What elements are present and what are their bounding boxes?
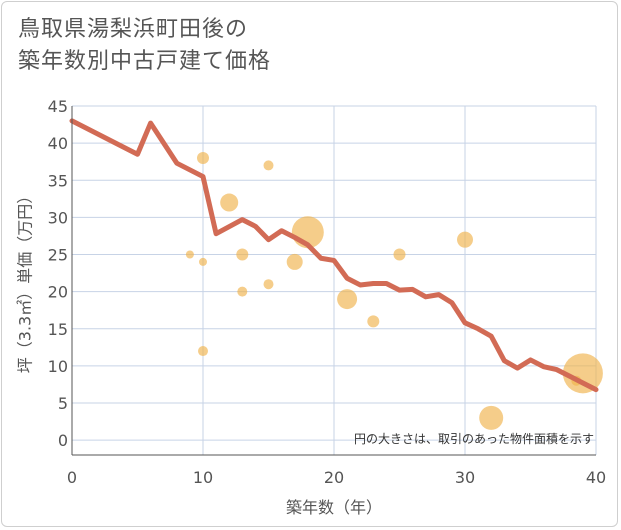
chart-title: 鳥取県湯梨浜町田後の 築年数別中古戸建て価格: [18, 14, 271, 78]
y-tick-label-35: 35: [48, 171, 68, 190]
x-tick-label-0: 0: [67, 468, 77, 487]
y-tick-label-5: 5: [58, 394, 68, 413]
y-tick-label-20: 20: [48, 283, 68, 302]
bubble-8: [263, 279, 274, 290]
bubble-14: [457, 231, 473, 248]
bubble-size-note: 円の大きさは、取引のあった物件面積を示す: [354, 431, 594, 446]
bubble-1: [197, 151, 209, 164]
x-tick-label-30: 30: [455, 468, 475, 487]
y-tick-label-10: 10: [48, 357, 68, 376]
trend-line: [69, 118, 599, 393]
bubble-12: [367, 315, 380, 328]
y-tick-label-0: 0: [58, 431, 68, 450]
bubble-2: [199, 257, 207, 266]
chart-title-line-2: 築年数別中古戸建て価格: [18, 49, 272, 74]
bubble-4: [220, 193, 239, 212]
tick-labels: 0 5 10 15 20 25 30 35 40 45 0 10 20 30 40: [48, 97, 607, 487]
bubble-11: [337, 289, 358, 310]
bubble-5: [236, 248, 249, 261]
y-tick-label-30: 30: [48, 208, 68, 227]
bubble-7: [263, 160, 274, 171]
chart-title-line-1: 鳥取県湯梨浜町田後の: [18, 17, 249, 42]
y-tick-label-25: 25: [48, 246, 68, 265]
y-axis-label: 坪（3.3㎡）単価（万円）: [16, 188, 35, 373]
bubble-6: [237, 286, 248, 297]
axes: [71, 106, 596, 456]
y-tick-label-45: 45: [48, 97, 68, 116]
grid-lines: [71, 105, 597, 455]
y-tick-label-40: 40: [48, 134, 68, 153]
x-tick-label-40: 40: [586, 468, 606, 487]
bubble-series: [185, 151, 603, 430]
x-axis-label: 築年数（年）: [286, 498, 382, 517]
trend-line-group: [69, 118, 599, 393]
x-tick-label-10: 10: [193, 468, 213, 487]
x-tick-label-20: 20: [324, 468, 344, 487]
bubble-15: [479, 405, 504, 430]
bubble-9: [286, 253, 303, 270]
bubble-3: [198, 346, 208, 357]
y-tick-label-15: 15: [48, 320, 68, 339]
bubble-13: [393, 248, 406, 261]
bubble-0: [185, 250, 194, 259]
